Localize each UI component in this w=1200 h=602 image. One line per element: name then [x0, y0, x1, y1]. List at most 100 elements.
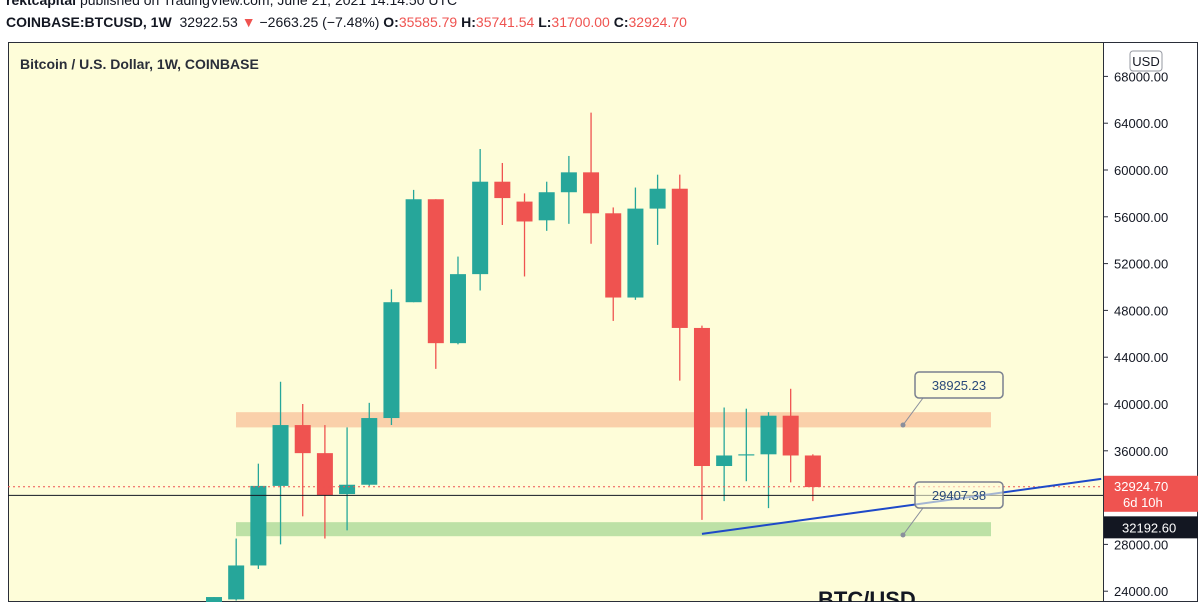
- candle-body[interactable]: [272, 425, 289, 486]
- trendline[interactable]: [701, 477, 1102, 535]
- candle-body[interactable]: [716, 455, 733, 467]
- high-value: 35741.54: [475, 14, 535, 30]
- support-zone: [236, 522, 991, 537]
- candle[interactable]: [405, 189, 422, 303]
- candle-body[interactable]: [782, 415, 799, 456]
- current-price-badge: [1104, 475, 1198, 512]
- plot-area[interactable]: [8, 42, 1103, 602]
- y-tick-label: 64000.00: [1114, 116, 1168, 131]
- candle-body[interactable]: [560, 172, 577, 193]
- candle[interactable]: [427, 199, 444, 369]
- candle[interactable]: [671, 174, 688, 381]
- y-tick-label: 48000.00: [1114, 303, 1168, 318]
- crosshair-price-badge: [1104, 516, 1198, 539]
- candle-body[interactable]: [804, 455, 821, 488]
- candle-body[interactable]: [738, 454, 755, 456]
- author-name[interactable]: rektcapital: [6, 0, 77, 8]
- publish-line: rektcapital published on TradingView.com…: [6, 0, 457, 8]
- candle[interactable]: [804, 454, 821, 502]
- price-callout[interactable]: 38925.23: [900, 371, 1004, 428]
- y-tick-label: 60000.00: [1114, 163, 1168, 178]
- callout-pointer: [902, 397, 924, 426]
- y-tick-label: 44000.00: [1114, 350, 1168, 365]
- current-price-label: 32924.70: [1114, 479, 1168, 494]
- callout-pointer: [902, 507, 924, 536]
- y-tick-label: 24000.00: [1114, 584, 1168, 599]
- candle[interactable]: [782, 388, 799, 483]
- currency-button[interactable]: USD: [1129, 50, 1163, 72]
- currency-label: USD: [1132, 54, 1159, 69]
- y-tick-label: 52000.00: [1114, 257, 1168, 272]
- candle-body[interactable]: [693, 327, 710, 467]
- currency-badge[interactable]: [1129, 50, 1163, 72]
- candle-body[interactable]: [405, 199, 422, 303]
- candle[interactable]: [472, 148, 489, 291]
- callout-anchor: [900, 532, 906, 538]
- candle[interactable]: [649, 174, 666, 245]
- candle[interactable]: [449, 256, 466, 345]
- candle[interactable]: [738, 408, 755, 482]
- candle-body[interactable]: [339, 484, 356, 495]
- y-tick-label: 28000.00: [1114, 537, 1168, 552]
- price-change: −2663.25 (−7.48%): [259, 14, 380, 30]
- candle[interactable]: [383, 289, 400, 426]
- candle[interactable]: [760, 412, 777, 509]
- candle[interactable]: [605, 207, 622, 321]
- candle-body[interactable]: [583, 172, 600, 214]
- candle-body[interactable]: [316, 453, 333, 496]
- candle[interactable]: [494, 162, 511, 225]
- candle[interactable]: [627, 187, 644, 300]
- candle-body[interactable]: [294, 425, 311, 454]
- candle[interactable]: [272, 381, 289, 545]
- candle-body[interactable]: [605, 213, 622, 298]
- low-value: 31700.00: [551, 14, 610, 30]
- y-tick-label: 68000.00: [1114, 69, 1168, 84]
- resistance-zone: [236, 412, 991, 428]
- candle[interactable]: [716, 407, 733, 502]
- callout-box: [914, 371, 1004, 399]
- candle-body[interactable]: [472, 181, 489, 275]
- callout-label: 38925.23: [932, 378, 986, 393]
- candle[interactable]: [339, 427, 356, 531]
- close-value: 32924.70: [628, 14, 687, 30]
- candle[interactable]: [228, 538, 245, 601]
- candle-body[interactable]: [671, 188, 688, 328]
- candle[interactable]: [583, 112, 600, 244]
- candle[interactable]: [516, 193, 533, 277]
- candle-body[interactable]: [228, 565, 245, 600]
- candle-body[interactable]: [494, 181, 511, 199]
- candle-body[interactable]: [516, 201, 533, 222]
- y-tick-label: 36000.00: [1114, 444, 1168, 459]
- candle[interactable]: [294, 404, 311, 517]
- y-tick-label: 56000.00: [1114, 210, 1168, 225]
- candle[interactable]: [250, 463, 267, 569]
- candle-body[interactable]: [427, 199, 444, 344]
- candle-body[interactable]: [383, 302, 400, 419]
- candle[interactable]: [538, 181, 555, 231]
- countdown-label: 6d 10h: [1123, 495, 1163, 510]
- published-text: published on TradingView.com, June 21, 2…: [79, 0, 458, 8]
- open-label: O:: [383, 14, 399, 30]
- low-label: L:: [538, 14, 552, 30]
- callout-label: 29407.38: [932, 488, 986, 503]
- crosshair-price-label: 32192.60: [1122, 520, 1176, 535]
- candle-body[interactable]: [627, 208, 644, 298]
- candle-body[interactable]: [361, 418, 378, 485]
- candle-body[interactable]: [760, 415, 777, 455]
- candle-body[interactable]: [538, 192, 555, 221]
- watermark-text: BTC/USD: [818, 587, 916, 602]
- candle-body[interactable]: [449, 274, 466, 344]
- candle[interactable]: [316, 425, 333, 539]
- price-callout[interactable]: 29407.38: [900, 481, 1004, 538]
- candle[interactable]: [361, 402, 378, 486]
- down-arrow-icon: ▼: [241, 14, 256, 30]
- callout-anchor: [900, 422, 906, 428]
- candle[interactable]: [693, 325, 710, 520]
- ohlc-line: COINBASE:BTCUSD, 1W 32922.53 ▼ −2663.25 …: [6, 14, 687, 30]
- candle-body[interactable]: [649, 188, 666, 209]
- candle[interactable]: [560, 155, 577, 224]
- y-tick-label: 40000.00: [1114, 397, 1168, 412]
- candle-body[interactable]: [250, 485, 267, 566]
